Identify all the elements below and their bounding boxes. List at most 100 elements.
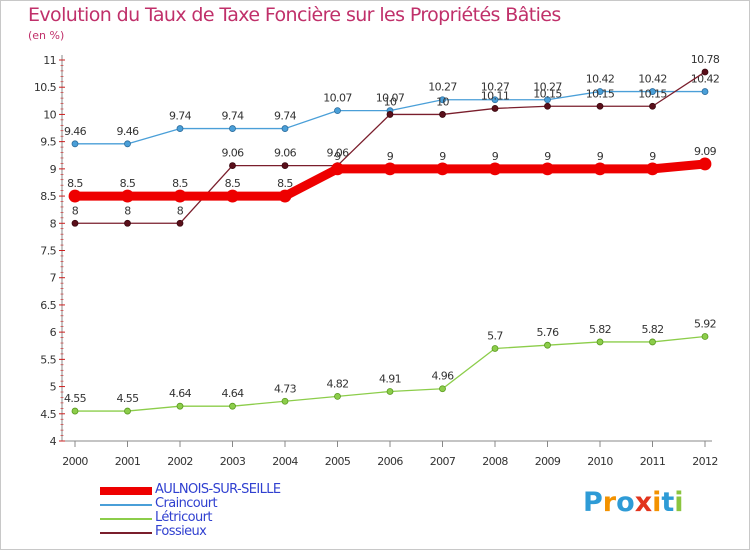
data-label-fossieux: 10.15: [586, 87, 615, 100]
data-point-craincourt: [281, 125, 289, 132]
data-point-l-tricourt: [176, 402, 184, 410]
data-point-craincourt: [71, 140, 79, 148]
data-point-aulnois-sur-seille: [121, 189, 134, 203]
data-label-aulnois-sur-seille: 9: [544, 150, 551, 163]
logo-char: i: [674, 487, 684, 518]
x-tick-label: 2006: [377, 455, 403, 468]
y-tick-label: 10.5: [34, 81, 57, 94]
y-tick-label: 5: [50, 381, 57, 394]
data-point-craincourt: [124, 140, 131, 148]
data-point-aulnois-sur-seille: [173, 189, 187, 203]
data-label-aulnois-sur-seille: 9: [387, 150, 394, 163]
x-tick-label: 2000: [62, 455, 88, 468]
data-label-l-tricourt: 4.73: [274, 382, 297, 395]
data-label-aulnois-sur-seille: 9: [492, 150, 499, 163]
data-label-aulnois-sur-seille: 8.5: [172, 177, 188, 190]
y-tick-label: 11: [43, 54, 56, 67]
data-point-craincourt: [701, 88, 709, 95]
data-label-l-tricourt: 4.96: [431, 370, 454, 383]
data-point-fossieux: [649, 102, 656, 110]
data-label-aulnois-sur-seille: 8.5: [67, 177, 83, 190]
data-label-l-tricourt: 4.55: [116, 392, 139, 405]
data-point-aulnois-sur-seille: [383, 162, 397, 176]
data-point-fossieux: [596, 102, 604, 110]
data-point-aulnois-sur-seille: [331, 162, 344, 176]
x-tick-label: 2003: [220, 455, 246, 468]
data-label-craincourt: 9.46: [64, 125, 87, 138]
data-label-l-tricourt: 5.82: [589, 323, 611, 336]
data-label-craincourt: 10.27: [428, 81, 457, 94]
data-label-l-tricourt: 5.82: [641, 323, 663, 336]
data-label-craincourt: 10.07: [323, 92, 352, 105]
data-point-aulnois-sur-seille: [646, 162, 659, 176]
y-tick-label: 6.5: [40, 299, 56, 312]
y-tick-label: 8.5: [40, 190, 56, 203]
y-tick-label: 9: [50, 163, 57, 176]
legend-label: Craincourt: [155, 496, 218, 511]
data-label-l-tricourt: 4.91: [379, 372, 401, 385]
data-point-fossieux: [71, 219, 79, 227]
data-point-l-tricourt: [124, 407, 131, 415]
data-point-fossieux: [281, 162, 289, 169]
data-point-l-tricourt: [229, 402, 236, 410]
y-unit-label: (en %): [28, 29, 65, 42]
logo-char: o: [616, 487, 635, 518]
data-label-aulnois-sur-seille: 9: [439, 150, 446, 163]
data-point-fossieux: [124, 219, 131, 227]
y-tick-label: 5.5: [40, 353, 56, 366]
data-point-fossieux: [491, 105, 499, 112]
data-label-fossieux: 10.78: [691, 53, 720, 66]
data-point-fossieux: [439, 111, 446, 118]
legend-swatch: [100, 532, 152, 534]
data-label-aulnois-sur-seille: 9: [334, 150, 341, 163]
data-label-l-tricourt: 4.64: [169, 387, 192, 400]
chart-title: Evolution du Taux de Taxe Foncière sur l…: [28, 4, 561, 26]
data-point-l-tricourt: [334, 392, 341, 400]
data-label-l-tricourt: 5.92: [694, 317, 716, 330]
data-point-fossieux: [386, 111, 394, 118]
data-label-fossieux: 10: [436, 95, 449, 108]
data-point-craincourt: [334, 107, 341, 115]
y-tick-label: 8: [50, 217, 57, 230]
x-tick-label: 2004: [272, 455, 298, 468]
x-tick-label: 2005: [325, 455, 351, 468]
y-tick-label: 7: [50, 272, 57, 285]
data-point-aulnois-sur-seille: [698, 157, 712, 171]
data-label-craincourt: 9.46: [116, 125, 139, 138]
x-tick-label: 2008: [482, 455, 508, 468]
data-point-l-tricourt: [544, 341, 551, 349]
legend-swatch: [100, 518, 152, 520]
y-tick-label: 6: [50, 326, 57, 339]
logo-char: i: [652, 487, 662, 518]
data-label-fossieux: 8: [177, 204, 184, 217]
x-tick-label: 2011: [640, 455, 666, 468]
data-label-fossieux: 9.06: [326, 147, 349, 160]
data-label-l-tricourt: 5.76: [536, 326, 559, 339]
proxiti-logo: Proxiti: [583, 487, 684, 518]
data-point-craincourt: [229, 125, 236, 132]
data-label-craincourt: 10.42: [586, 73, 615, 86]
data-label-fossieux: 8: [124, 204, 131, 217]
data-label-l-tricourt: 4.55: [64, 392, 87, 405]
data-point-aulnois-sur-seille: [488, 162, 502, 176]
data-point-l-tricourt: [596, 338, 604, 346]
data-point-craincourt: [491, 96, 499, 104]
x-tick-label: 2001: [115, 455, 141, 468]
legend-label: Fossieux: [155, 524, 207, 539]
y-tick-label: 4.5: [40, 408, 56, 421]
legend-swatch: [100, 487, 152, 495]
x-tick-label: 2007: [430, 455, 456, 468]
data-label-craincourt: 9.74: [274, 110, 297, 123]
data-label-aulnois-sur-seille: 9: [649, 150, 656, 163]
y-tick-label: 10: [43, 108, 56, 121]
data-point-l-tricourt: [701, 333, 709, 340]
data-point-aulnois-sur-seille: [68, 189, 82, 203]
data-point-fossieux: [544, 102, 551, 110]
data-point-l-tricourt: [71, 407, 79, 415]
data-label-fossieux: 10.11: [481, 89, 510, 102]
data-label-aulnois-sur-seille: 9.09: [694, 145, 717, 158]
data-point-aulnois-sur-seille: [226, 189, 239, 203]
data-point-craincourt: [439, 96, 446, 104]
data-label-l-tricourt: 5.7: [487, 329, 503, 342]
x-tick-label: 2010: [587, 455, 613, 468]
